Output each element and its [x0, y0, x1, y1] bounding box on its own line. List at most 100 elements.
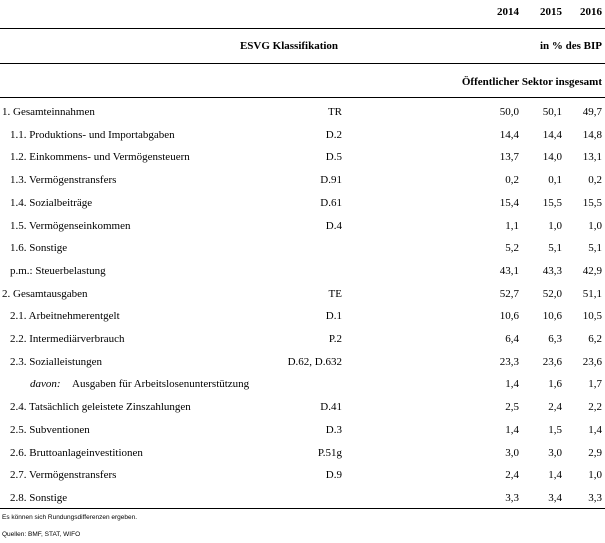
row-prefix: davon:	[30, 378, 61, 391]
row-label: 2.2. Intermediärverbrauch	[10, 333, 125, 345]
row-label: 2.7. Vermögenstransfers	[10, 469, 117, 482]
cell-value: 10,6	[499, 310, 519, 323]
cell-value: 2,5	[505, 401, 519, 414]
row-label: 2.4. Tatsächlich geleistete Zinszahlunge…	[10, 401, 191, 414]
row-code: D.3	[325, 423, 342, 436]
cell-value: 42,9	[582, 264, 602, 277]
cell-value: 1,6	[548, 378, 562, 391]
row-label: 1.2. Einkommens- und Vermögensteuern	[10, 151, 190, 164]
cell-value: 1,4	[505, 423, 519, 436]
row-label: 2.6. Bruttoanlageinvestitionen	[10, 446, 143, 459]
rule	[0, 97, 605, 98]
row-label: 1.6. Sonstige	[10, 242, 68, 255]
row-code: D.4	[325, 219, 342, 232]
footnote: Es können sich Rundungsdifferenzen ergeb…	[2, 514, 138, 521]
cell-value: 1,7	[588, 378, 602, 391]
cell-value: 49,7	[582, 106, 602, 118]
row-code: D.5	[325, 151, 342, 164]
cell-value: 14,4	[542, 128, 562, 141]
cell-value: 3,3	[505, 491, 519, 504]
cell-value: 43,1	[499, 264, 519, 277]
cell-value: 0,2	[588, 174, 602, 187]
row-label: 2.1. Arbeitnehmerentgelt	[10, 310, 120, 323]
cell-value: 1,0	[588, 219, 602, 232]
cell-value: 1,4	[505, 378, 519, 391]
row-label: 2.5. Subventionen	[10, 423, 90, 436]
cell-value: 1,5	[548, 423, 562, 436]
cell-value: 10,5	[582, 310, 602, 323]
rule	[0, 508, 605, 509]
row-code: D.41	[320, 401, 342, 414]
cell-value: 1,0	[588, 469, 602, 482]
cell-value: 15,5	[582, 196, 602, 209]
cell-value: 15,4	[499, 196, 519, 209]
row-code: D.91	[320, 174, 342, 187]
cell-value: 14,8	[582, 128, 602, 141]
cell-value: 6,3	[548, 333, 562, 345]
cell-value: 50,1	[542, 106, 562, 118]
cell-value: 15,5	[542, 196, 562, 209]
cell-value: 0,2	[505, 174, 519, 187]
cell-value: 43,3	[542, 264, 562, 277]
cell-value: 2,2	[588, 401, 602, 414]
cell-value: 1,4	[548, 469, 562, 482]
cell-value: 14,0	[542, 151, 562, 164]
year-header: 2014	[497, 6, 519, 18]
row-label: 1.5. Vermögenseinkommen	[10, 219, 131, 232]
row-code: D.9	[325, 469, 342, 482]
sector-header: Öffentlicher Sektor insgesamt	[461, 76, 602, 88]
cell-value: 5,1	[548, 242, 562, 255]
row-code: TE	[328, 287, 342, 300]
cell-value: 3,3	[588, 491, 602, 504]
row-label: 2.3. Sozialleistungen	[10, 355, 102, 368]
rule	[0, 28, 605, 29]
year-header: 2015	[540, 6, 562, 18]
cell-value: 51,1	[582, 287, 602, 300]
cell-value: 14,4	[499, 128, 519, 141]
row-code: TR	[327, 106, 342, 118]
cell-value: 13,1	[582, 151, 602, 164]
cell-value: 3,4	[548, 491, 562, 504]
cell-value: 6,2	[588, 333, 602, 345]
cell-value: 23,3	[499, 355, 519, 368]
cell-value: 2,4	[548, 401, 562, 414]
cell-value: 3,0	[548, 446, 562, 459]
row-code: D.2	[325, 128, 342, 141]
row-label: 1.3. Vermögenstransfers	[10, 174, 117, 187]
row-code: D.61	[320, 196, 342, 209]
row-code: D.1	[325, 310, 342, 323]
cell-value: 23,6	[542, 355, 562, 368]
row-label: 2.8. Sonstige	[10, 491, 68, 504]
cell-value: 1,1	[505, 219, 519, 232]
year-header: 2016	[580, 6, 602, 18]
cell-value: 13,7	[499, 151, 519, 164]
cell-value: 10,6	[542, 310, 562, 323]
row-label: p.m.: Steuerbelastung	[10, 264, 106, 277]
cell-value: 50,0	[499, 106, 519, 118]
cell-value: 3,0	[505, 446, 519, 459]
cell-value: 1,0	[548, 219, 562, 232]
row-label: 1.4. Sozialbeiträge	[10, 196, 93, 209]
row-label: 1.1. Produktions- und Importabgaben	[10, 128, 175, 141]
row-code: P.2	[328, 333, 342, 345]
unit-header: in % des BIP	[539, 40, 602, 52]
row-code: D.62, D.632	[287, 355, 342, 368]
row-label: Ausgaben für Arbeitslosenunterstützung	[72, 378, 250, 391]
row-label: 1. Gesamteinnahmen	[2, 106, 95, 118]
classification-header: ESVG Klassifikation	[239, 40, 339, 52]
row-label: 2. Gesamtausgaben	[2, 287, 88, 300]
cell-value: 1,4	[588, 423, 602, 436]
cell-value: 0,1	[548, 174, 562, 187]
cell-value: 2,4	[505, 469, 519, 482]
cell-value: 5,2	[505, 242, 519, 255]
rule	[0, 63, 605, 64]
row-code: P.51g	[317, 446, 342, 459]
cell-value: 52,0	[542, 287, 562, 300]
cell-value: 5,1	[588, 242, 602, 255]
cell-value: 23,6	[582, 355, 602, 368]
cell-value: 2,9	[588, 446, 602, 459]
cell-value: 6,4	[505, 333, 519, 345]
cell-value: 52,7	[499, 287, 519, 300]
footnote: Quellen: BMF, STAT, WIFO	[2, 531, 81, 538]
